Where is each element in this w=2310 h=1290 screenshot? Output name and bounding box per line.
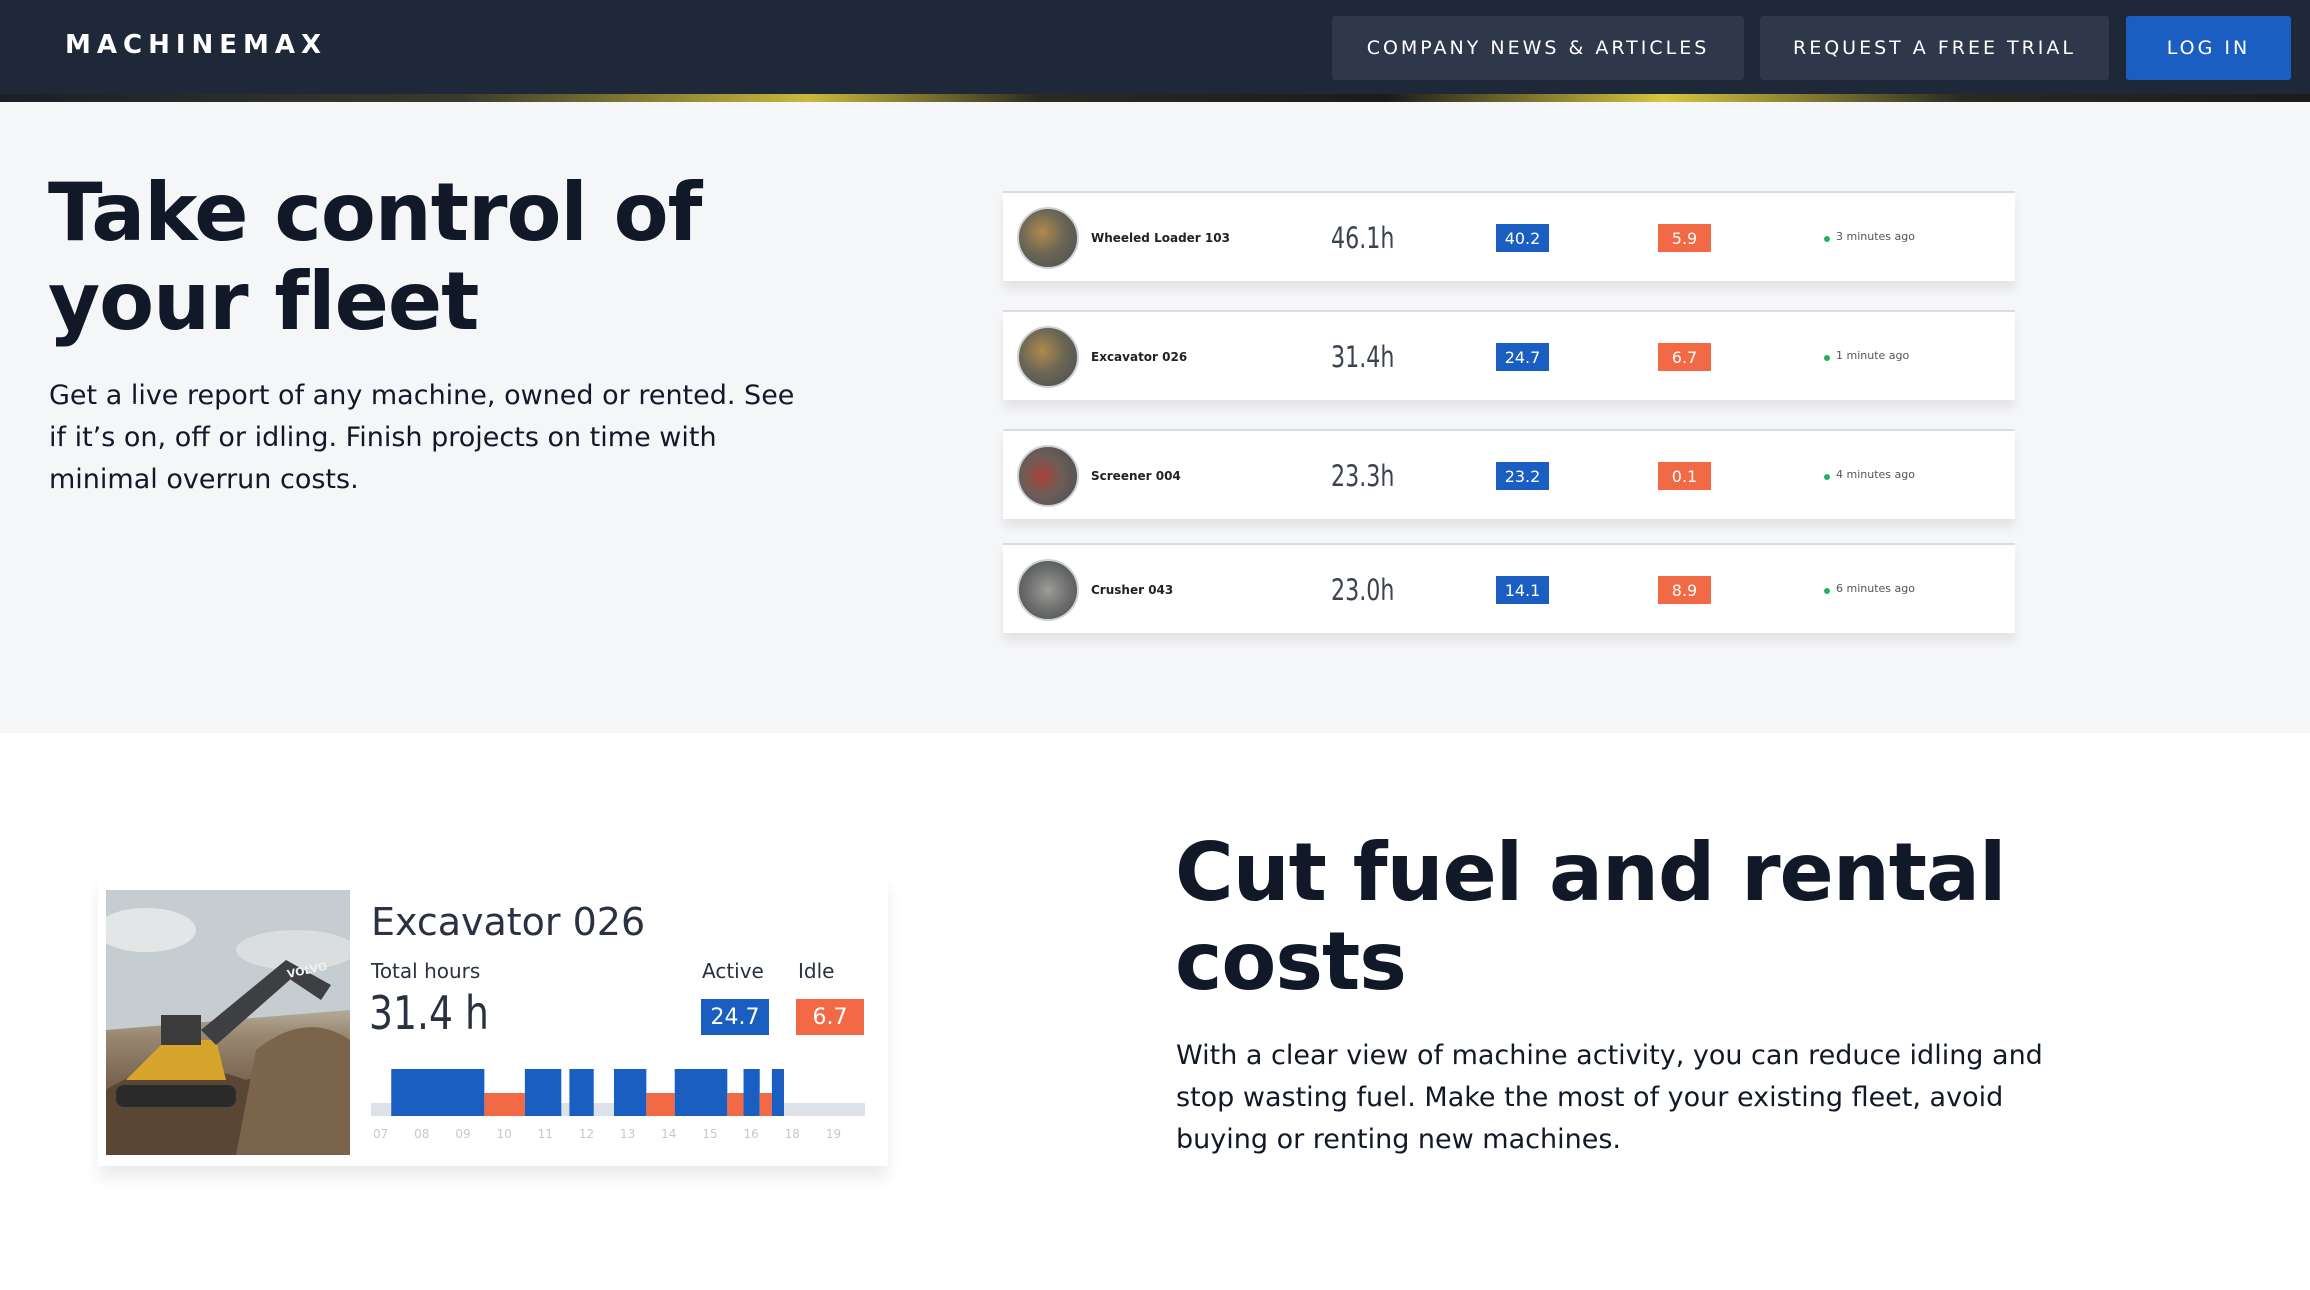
free-trial-button[interactable]: REQUEST A FREE TRIAL — [1760, 16, 2109, 80]
idle-badge: 6.7 — [1658, 343, 1711, 371]
timeline-active-segment — [674, 1069, 728, 1116]
idle-badge: 8.9 — [1658, 576, 1711, 604]
timeline-active-segment — [391, 1069, 485, 1116]
timeline-idle-segment — [646, 1093, 675, 1116]
timeline-active-segment — [743, 1069, 760, 1116]
timeline-hour-label: 13 — [620, 1127, 635, 1141]
hero-body: Get a live report of any machine, owned … — [49, 380, 795, 495]
last-updated: 6 minutes ago — [1836, 582, 1915, 595]
timeline-hour-label: 09 — [455, 1127, 470, 1141]
last-updated: 3 minutes ago — [1836, 230, 1915, 243]
news-articles-button[interactable]: COMPANY NEWS & ARTICLES — [1332, 16, 1744, 80]
idle-badge: 5.9 — [1658, 224, 1711, 252]
active-badge: 40.2 — [1496, 224, 1549, 252]
login-button[interactable]: LOG IN — [2126, 16, 2291, 80]
fleet-row: Wheeled Loader 103 46.1h 40.2 5.9 3 minu… — [1003, 191, 2015, 281]
machine-hours: 23.3h — [1331, 459, 1395, 493]
machine-name: Crusher 043 — [1091, 583, 1174, 597]
section2-body: With a clear view of machine activity, y… — [1176, 1040, 2043, 1155]
idle-badge: 0.1 — [1658, 462, 1711, 490]
timeline-active-segment — [569, 1069, 594, 1116]
excavator-illustration: VOLVO — [106, 890, 350, 1155]
timeline-active-segment — [771, 1069, 785, 1116]
timeline-hour-label: 08 — [414, 1127, 429, 1141]
activity-timeline: 07 08 09 10 11 12 13 14 15 16 18 19 — [371, 1069, 865, 1141]
fleet-row: Crusher 043 23.0h 14.1 8.9 6 minutes ago — [1003, 543, 2015, 633]
machine-thumbnail — [1017, 445, 1079, 507]
machine-thumbnail — [1017, 559, 1079, 621]
hero-image-strip — [0, 94, 2310, 102]
machine-name: Screener 004 — [1091, 469, 1181, 483]
machine-thumbnail — [1017, 207, 1079, 269]
idle-label: Idle — [798, 959, 835, 983]
last-updated: 4 minutes ago — [1836, 468, 1915, 481]
timeline-hour-label: 18 — [785, 1127, 800, 1141]
machine-detail-card: VOLVO Excavator 026 Total hours Active I… — [98, 876, 888, 1166]
idle-value-badge: 6.7 — [796, 999, 864, 1035]
top-navbar: MACHINEMAX COMPANY NEWS & ARTICLES REQUE… — [0, 0, 2310, 100]
timeline-hour-label: 19 — [826, 1127, 841, 1141]
timeline-hour-label: 14 — [661, 1127, 676, 1141]
status-dot-icon — [1824, 588, 1830, 594]
fleet-row: Screener 004 23.3h 23.2 0.1 4 minutes ag… — [1003, 429, 2015, 519]
machine-name: Wheeled Loader 103 — [1091, 231, 1230, 245]
total-hours-label: Total hours — [371, 959, 481, 983]
logo[interactable]: MACHINEMAX — [65, 30, 328, 60]
timeline-active-segment — [524, 1069, 562, 1116]
timeline-hour-label: 07 — [373, 1127, 388, 1141]
total-hours-value: 31.4 h — [369, 986, 489, 1040]
machine-hours: 31.4h — [1331, 340, 1395, 374]
timeline-idle-segment — [484, 1093, 525, 1116]
status-dot-icon — [1824, 236, 1830, 242]
machine-hours: 46.1h — [1331, 221, 1395, 255]
timeline-hour-label: 10 — [497, 1127, 512, 1141]
status-dot-icon — [1824, 355, 1830, 361]
last-updated: 1 minute ago — [1836, 349, 1910, 362]
timeline-idle-segment — [759, 1093, 772, 1116]
excavator-photo: VOLVO — [106, 890, 350, 1155]
active-value-badge: 24.7 — [701, 999, 769, 1035]
timeline-hour-label: 11 — [538, 1127, 553, 1141]
active-badge: 24.7 — [1496, 343, 1549, 371]
timeline-hour-label: 15 — [702, 1127, 717, 1141]
active-badge: 23.2 — [1496, 462, 1549, 490]
machine-thumbnail — [1017, 326, 1079, 388]
timeline-idle-segment — [727, 1093, 744, 1116]
fleet-row: Excavator 026 31.4h 24.7 6.7 1 minute ag… — [1003, 310, 2015, 400]
section2-title: Cut fuel and rental costs — [1175, 826, 2006, 1008]
active-badge: 14.1 — [1496, 576, 1549, 604]
timeline-hour-label: 12 — [579, 1127, 594, 1141]
machine-name: Excavator 026 — [1091, 350, 1188, 364]
timeline-hour-label: 16 — [744, 1127, 759, 1141]
hero-title: Take control of your fleet — [48, 166, 702, 348]
timeline-active-segment — [613, 1069, 647, 1116]
status-dot-icon — [1824, 474, 1830, 480]
card-title: Excavator 026 — [371, 900, 646, 944]
active-label: Active — [702, 959, 764, 983]
machine-hours: 23.0h — [1331, 573, 1395, 607]
